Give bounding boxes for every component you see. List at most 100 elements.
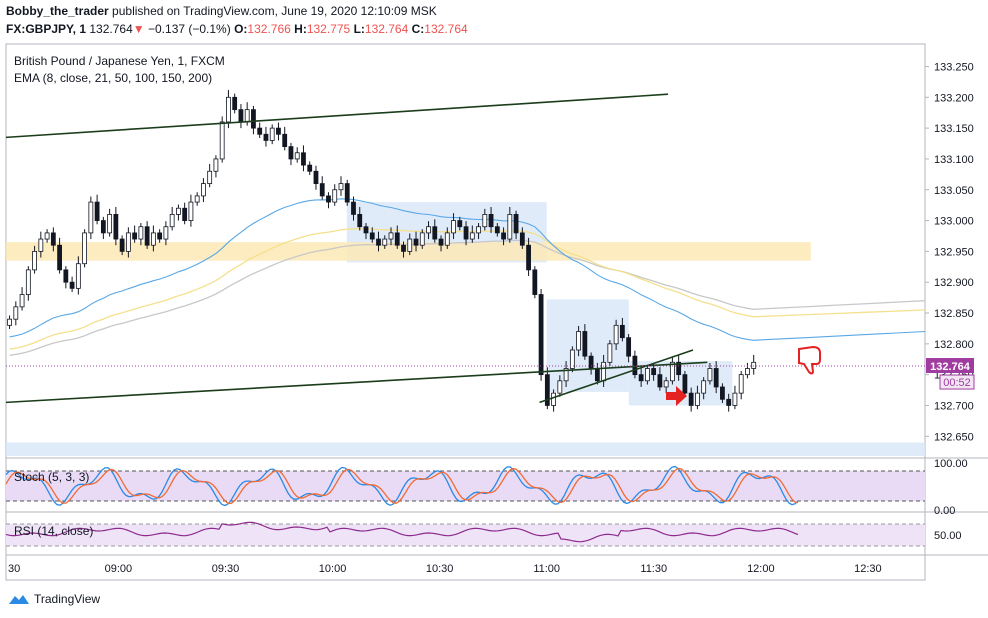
stoch-level-100: 100.00	[934, 458, 968, 470]
candle-body	[376, 238, 381, 246]
candle-body	[219, 121, 225, 160]
publish-line: Bobby_the_trader published on TradingVie…	[6, 4, 437, 18]
candle-body	[288, 146, 294, 160]
candle-body	[326, 195, 331, 203]
candle-body	[357, 214, 363, 228]
candle-body	[513, 214, 519, 234]
candle-body	[63, 269, 69, 283]
author-name[interactable]: Bobby_the_trader	[6, 4, 109, 18]
candle-body	[226, 96, 231, 123]
candle-body	[338, 183, 344, 191]
candle-body	[594, 368, 600, 382]
candle-body	[670, 361, 675, 382]
candle-body	[613, 324, 619, 345]
candle-body	[657, 374, 663, 388]
time-tick-label: 11:00	[533, 563, 560, 575]
time-tick-label: 10:30	[426, 563, 454, 575]
candle-body	[676, 361, 682, 376]
candle-body	[294, 152, 300, 160]
candle-body	[244, 109, 250, 123]
candle-body	[682, 374, 688, 394]
candle-body	[182, 207, 188, 221]
candle-body	[551, 392, 556, 406]
candle-body	[720, 386, 725, 400]
candle-body	[7, 318, 12, 326]
close-value: 132.764	[424, 22, 468, 36]
candle-body	[401, 244, 406, 252]
candle-body	[563, 368, 569, 382]
candle-body	[138, 226, 144, 240]
footer-brand[interactable]: TradingView	[8, 592, 100, 606]
time-tick-label: 30	[8, 563, 20, 575]
candle-body	[663, 380, 669, 388]
candle-body	[476, 226, 481, 234]
candle-body	[732, 392, 738, 406]
candle-body	[701, 380, 707, 394]
candle-body	[100, 220, 106, 234]
last-price: 132.764	[89, 22, 133, 36]
candle-body	[707, 368, 713, 382]
candle-body	[519, 232, 525, 246]
high-label: H:	[294, 22, 307, 36]
stoch-band	[6, 471, 925, 501]
candle-body	[263, 133, 269, 141]
candle-body	[25, 269, 31, 295]
price-change: −0.137 (−0.1%)	[148, 22, 231, 36]
rsi-level-50: 50.00	[934, 530, 962, 542]
candle-body	[388, 232, 394, 240]
candle-body	[507, 214, 513, 240]
candle-body	[457, 220, 463, 228]
candle-body	[251, 109, 256, 129]
price-tick-label: 133.250	[934, 61, 974, 73]
candle-body	[626, 337, 632, 357]
candle-body	[695, 392, 700, 406]
price-tick-label: 132.950	[934, 246, 974, 258]
candle-body	[363, 226, 369, 234]
candle-body	[738, 374, 744, 394]
candle-body	[176, 207, 181, 215]
candle-body	[544, 374, 550, 406]
candle-body	[601, 361, 607, 382]
candle-body	[532, 269, 538, 295]
candle-body	[444, 232, 450, 246]
open-label: O:	[234, 22, 248, 36]
candle-body	[451, 220, 456, 234]
candle-body	[619, 324, 625, 339]
candle-body	[438, 238, 444, 246]
candle-body	[144, 226, 150, 246]
candle-body	[169, 214, 175, 228]
candle-body	[469, 232, 475, 240]
candle-body	[494, 226, 500, 234]
candle-body	[150, 232, 156, 246]
candle-body	[75, 263, 81, 289]
low-label: L:	[353, 22, 365, 36]
candle-body	[94, 201, 100, 221]
candle-body	[501, 232, 506, 240]
close-label: C:	[411, 22, 425, 36]
rsi-label: RSI (14, close)	[14, 524, 93, 538]
time-tick-label: 10:00	[319, 563, 347, 575]
candle-body	[751, 361, 757, 369]
candle-body	[188, 201, 194, 221]
candle-body	[638, 374, 644, 382]
tradingview-logo-icon	[9, 595, 29, 604]
candle-body	[726, 398, 732, 406]
candle-body	[688, 392, 694, 406]
thumbs-down-icon	[798, 345, 821, 375]
candle-body	[557, 380, 563, 394]
candle-body	[319, 183, 325, 197]
candle-body	[576, 331, 582, 351]
right-arrow-icon	[666, 386, 687, 406]
candle-body	[332, 189, 338, 203]
candle-body	[369, 232, 375, 240]
current-price-value: 132.764	[930, 361, 971, 373]
trendline-2	[539, 349, 694, 404]
ema-label: EMA (8, close, 21, 50, 100, 150, 200)	[14, 71, 212, 85]
candle-body	[19, 294, 25, 308]
candle-body	[238, 109, 244, 123]
time-tick-label: 12:30	[854, 563, 882, 575]
rsi-band	[6, 524, 925, 546]
candle-body	[13, 306, 19, 320]
price-tick-label: 132.700	[934, 400, 974, 412]
